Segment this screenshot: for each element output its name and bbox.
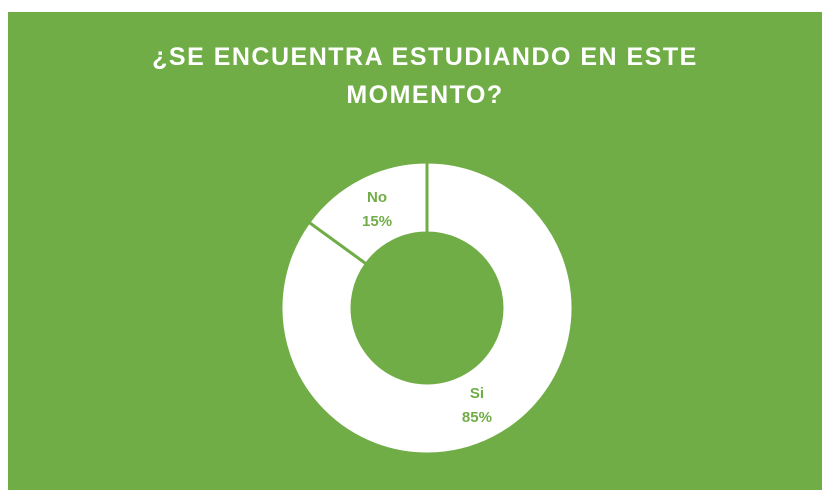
chart-title: ¿SE ENCUENTRA ESTUDIANDO EN ESTE MOMENTO… xyxy=(152,43,698,109)
slice-value-label: 15% xyxy=(362,213,392,230)
slice-category-label: No xyxy=(367,189,387,206)
donut-slice xyxy=(279,160,575,456)
slice-category-label: Si xyxy=(470,385,484,402)
slice-value-label: 85% xyxy=(462,409,492,426)
donut-slice xyxy=(306,160,429,267)
